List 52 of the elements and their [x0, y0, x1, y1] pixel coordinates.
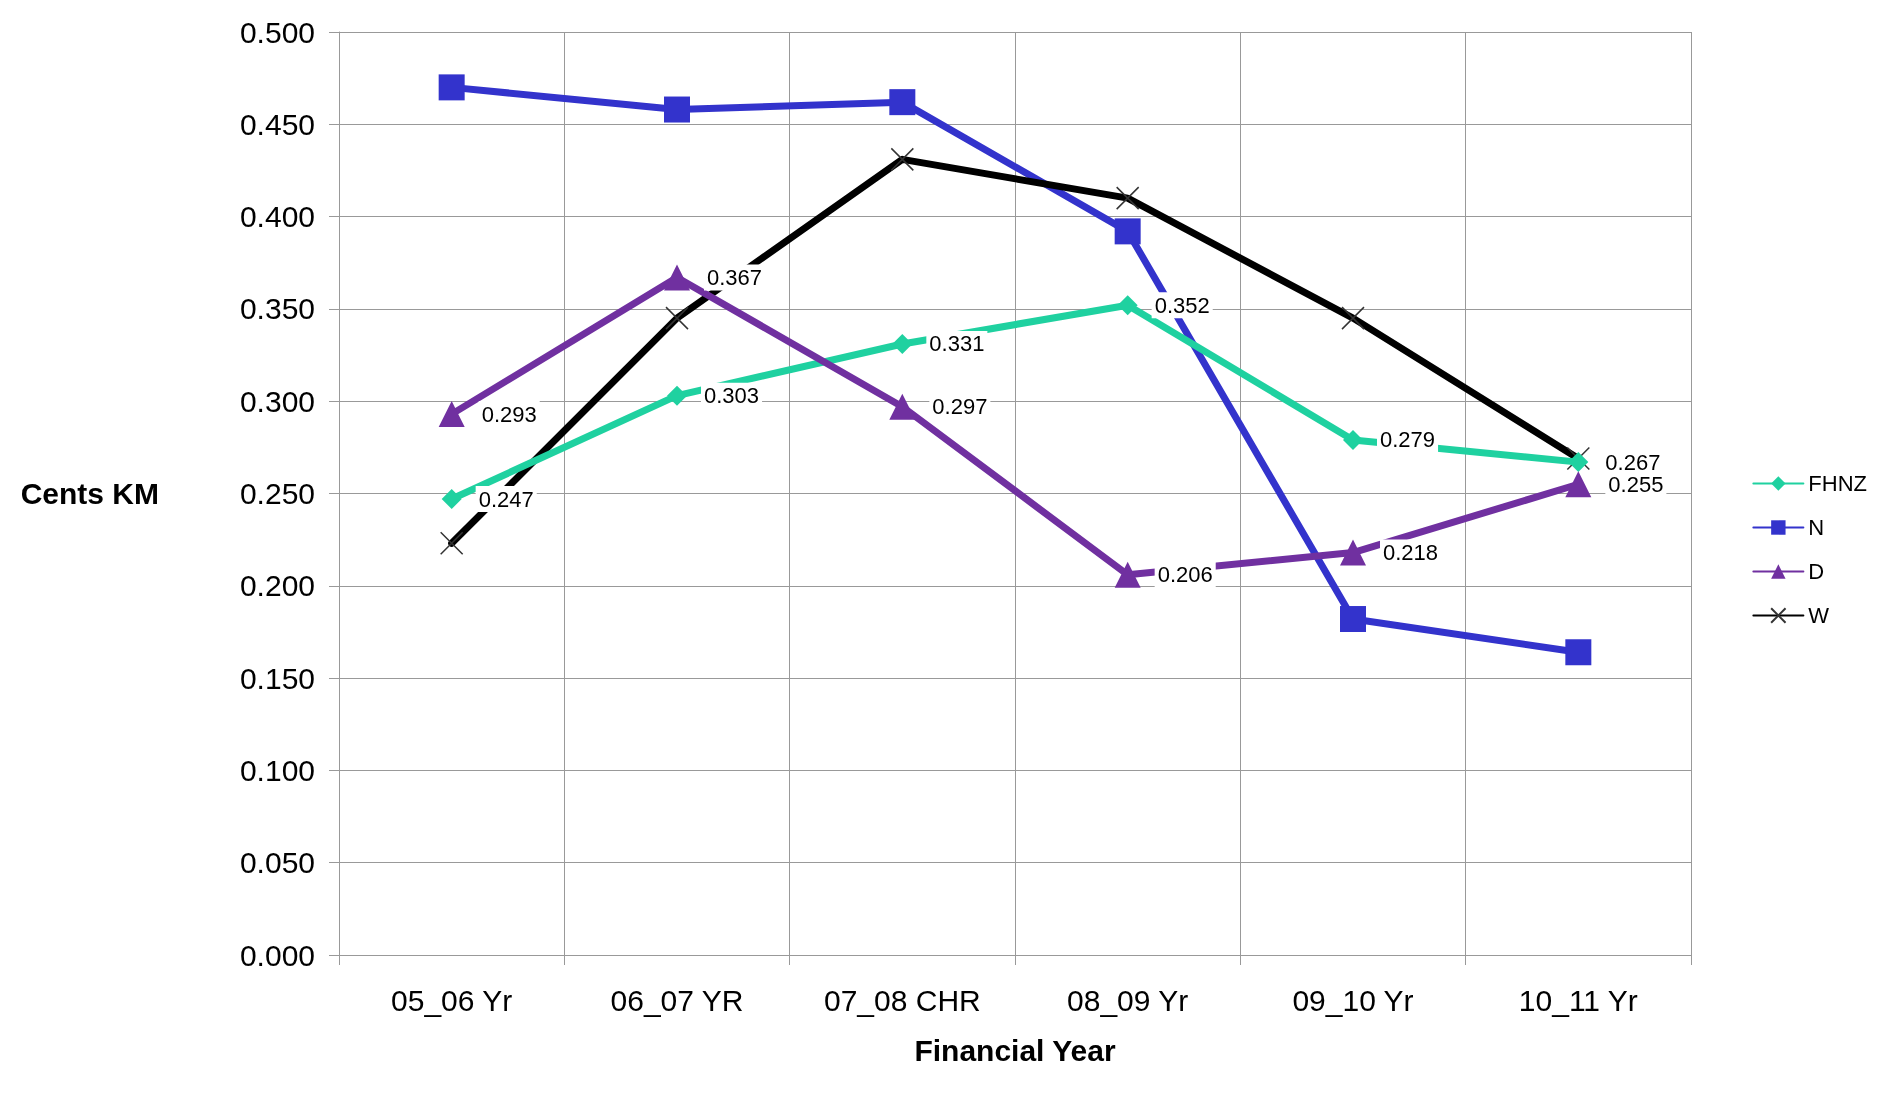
point: [1340, 539, 1366, 566]
x-axis-title: Financial Year: [914, 1033, 1116, 1067]
point: [1340, 606, 1366, 633]
data-label: 0.297: [932, 394, 988, 420]
data-label: 0.352: [1154, 292, 1210, 318]
data-label: 0.331: [929, 331, 985, 357]
data-label: 0.293: [481, 401, 537, 427]
point: [1565, 471, 1592, 498]
y-axis-title: Cents KM: [20, 477, 159, 510]
x-tick-label: 05_06 Yr: [391, 983, 513, 1017]
point: [667, 385, 687, 406]
y-tick-label: 0.100: [239, 753, 315, 787]
point: [1117, 295, 1138, 316]
x-tick-label: 08_09 Yr: [1067, 983, 1189, 1017]
y-tick-label: 0.050: [239, 846, 315, 880]
legend-label: W: [1808, 603, 1830, 628]
data-label: 0.218: [1383, 540, 1439, 566]
y-tick-label: 0.200: [239, 569, 315, 603]
legend-label: FHNZ: [1808, 471, 1867, 496]
y-tick-label: 0.250: [239, 477, 315, 510]
y-tick-label: 0.400: [239, 200, 315, 234]
data-label: 0.303: [704, 383, 760, 409]
legend-label: N: [1808, 515, 1825, 540]
x-tick-label: 07_08 CHR: [823, 983, 981, 1017]
point: [664, 96, 690, 123]
data-label: 0.279: [1380, 427, 1436, 453]
point: [1568, 452, 1589, 473]
point: [889, 393, 916, 420]
data-label: 0.367: [707, 265, 763, 291]
point: [664, 264, 690, 291]
x-tick-label: 09_10 Yr: [1292, 983, 1414, 1017]
y-tick-label: 0.450: [239, 107, 315, 141]
y-tick-label: 0.350: [239, 292, 315, 326]
point: [438, 401, 465, 428]
x-tick-label: 06_07 YR: [610, 983, 744, 1017]
point: [889, 89, 916, 116]
y-tick-label: 0.000: [239, 938, 315, 972]
y-tick-label: 0.150: [239, 661, 315, 695]
point: [1343, 429, 1363, 450]
point: [892, 333, 913, 354]
point: [1114, 561, 1141, 588]
data-label: 0.255: [1608, 471, 1664, 497]
legend-label: D: [1808, 559, 1825, 584]
point: [1565, 639, 1592, 666]
point: [1114, 218, 1141, 245]
y-tick-label: 0.500: [239, 15, 315, 49]
point: [438, 74, 465, 101]
point: [441, 489, 462, 510]
data-label: 0.206: [1157, 562, 1213, 588]
y-tick-label: 0.300: [239, 384, 315, 418]
data-label: 0.247: [478, 486, 534, 512]
x-tick-label: 10_11 Yr: [1518, 983, 1638, 1017]
